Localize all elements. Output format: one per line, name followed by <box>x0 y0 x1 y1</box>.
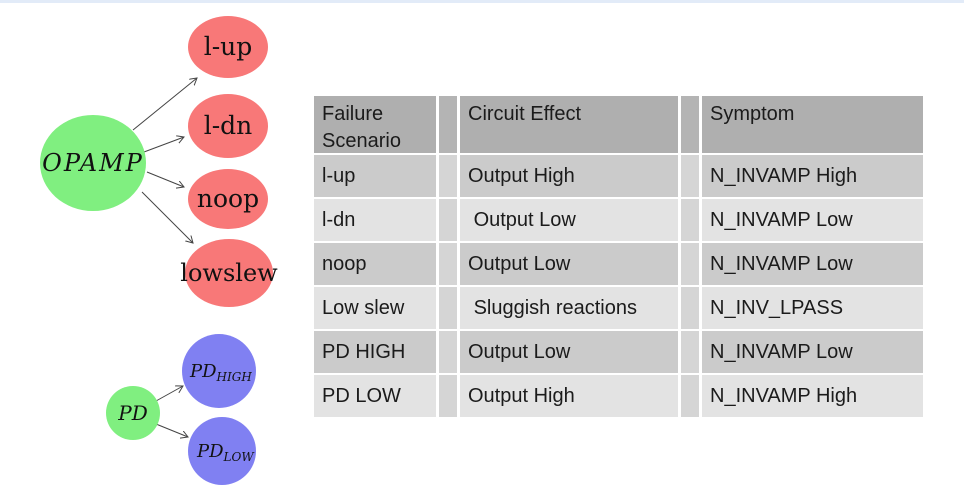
top-accent-strip <box>0 0 964 3</box>
pd-label: PD <box>117 401 148 425</box>
cell-failure: PD LOW <box>314 375 436 417</box>
row-spacer <box>681 375 699 417</box>
header-circuit-effect: Circuit Effect <box>460 96 678 153</box>
cell-effect: Output Low <box>460 331 678 373</box>
arrow-opamp-lowslew <box>141 191 193 243</box>
cell-symptom: N_INVAMP High <box>702 155 923 197</box>
pd-high-main: PD <box>189 361 217 382</box>
failure-node-noop: noop <box>188 169 268 229</box>
header-spacer-2 <box>681 96 699 153</box>
lowslew-label: lowslew <box>180 259 278 287</box>
cell-failure: noop <box>314 243 436 285</box>
opamp-node: OPAMP <box>40 115 146 211</box>
pd-arrows <box>155 386 188 437</box>
cell-effect: Output High <box>460 375 678 417</box>
row-spacer <box>439 331 457 373</box>
noop-label: noop <box>197 184 259 213</box>
lup-ellipse <box>188 16 268 78</box>
row-spacer <box>681 243 699 285</box>
pd-low-circle <box>188 417 256 485</box>
header-failure-scenario: Failure Scenario <box>314 96 436 153</box>
row-spacer <box>681 287 699 329</box>
arrow-pd-low <box>155 423 188 437</box>
opamp-ellipse <box>40 115 146 211</box>
opamp-label: OPAMP <box>42 149 144 177</box>
header-symptom: Symptom <box>702 96 923 153</box>
row-spacer <box>681 199 699 241</box>
row-spacer <box>681 331 699 373</box>
cell-failure: l-up <box>314 155 436 197</box>
failure-node-lup: l-up <box>188 16 268 78</box>
cell-failure: l-dn <box>314 199 436 241</box>
failure-mode-table: Failure Scenario Circuit Effect Symptom … <box>314 96 923 417</box>
row-spacer <box>439 287 457 329</box>
cell-effect: Sluggish reactions <box>460 287 678 329</box>
pd-node: PD <box>106 386 160 440</box>
arrow-opamp-ldn <box>143 137 184 153</box>
row-spacer <box>439 375 457 417</box>
cell-symptom: N_INVAMP Low <box>702 199 923 241</box>
pd-low-main: PD <box>196 441 224 462</box>
pd-circle <box>106 386 160 440</box>
cell-failure: Low slew <box>314 287 436 329</box>
pd-high-node: PDHIGH <box>182 334 256 408</box>
cell-failure: PD HIGH <box>314 331 436 373</box>
failure-node-lowslew: lowslew <box>180 239 278 307</box>
pd-high-label: PDHIGH <box>189 361 252 384</box>
lup-label: l-up <box>204 32 253 61</box>
row-spacer <box>681 155 699 197</box>
lowslew-ellipse <box>185 239 273 307</box>
row-spacer <box>439 243 457 285</box>
row-spacer <box>439 199 457 241</box>
cell-effect: Output Low <box>460 243 678 285</box>
pd-low-node: PDLOW <box>188 417 256 485</box>
cell-symptom: N_INVAMP High <box>702 375 923 417</box>
noop-ellipse <box>188 169 268 229</box>
pd-low-label: PDLOW <box>196 441 255 464</box>
cell-effect: Output Low <box>460 199 678 241</box>
row-spacer <box>439 155 457 197</box>
failure-node-ldn: l-dn <box>188 94 268 158</box>
cell-symptom: N_INV_LPASS <box>702 287 923 329</box>
fault-tree-diagram: OPAMP l-up l-dn noop lowslew PD PDHIGH P… <box>40 16 278 485</box>
cell-symptom: N_INVAMP Low <box>702 243 923 285</box>
pd-high-sub: HIGH <box>216 370 253 384</box>
arrow-opamp-lup <box>132 78 197 131</box>
ldn-ellipse <box>188 94 268 158</box>
arrow-opamp-noop <box>146 171 184 187</box>
header-spacer-1 <box>439 96 457 153</box>
ldn-label: l-dn <box>204 111 253 140</box>
cell-symptom: N_INVAMP Low <box>702 331 923 373</box>
pd-low-sub: LOW <box>223 450 256 464</box>
cell-effect: Output High <box>460 155 678 197</box>
pd-high-circle <box>182 334 256 408</box>
arrow-pd-high <box>155 386 183 402</box>
opamp-arrows <box>132 78 197 243</box>
